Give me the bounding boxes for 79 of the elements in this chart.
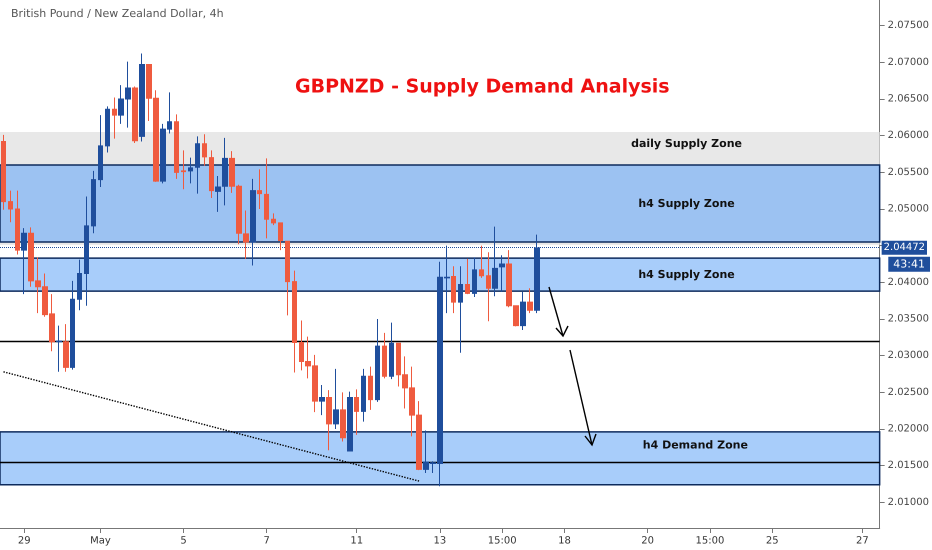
y-tick-label: 2.06000 [888,130,930,142]
candlestick [8,190,13,223]
candlestick [139,53,145,142]
candlestick [264,158,269,239]
candlestick [243,210,249,260]
x-tick-label: 5 [180,536,187,546]
candlestick [56,325,62,372]
candlestick [174,114,179,180]
candlestick [132,86,138,144]
candlestick [389,322,394,380]
y-tick-label: 2.06500 [888,94,930,104]
candlestick [91,170,96,234]
x-tick-label: 15:00 [696,536,724,546]
y-tick-label: 2.02000 [888,424,930,434]
candlestick [202,134,207,166]
candlestick [479,245,484,278]
candlestick [1,134,6,210]
x-tick-label: 13 [433,536,446,546]
candlestick [520,291,526,330]
x-tick-label: May [90,536,111,546]
band-label: daily Supply Zone [631,136,742,150]
band-label: h4 Demand Zone [642,438,748,452]
candlestick [375,318,380,402]
candlestick [347,391,353,452]
candlestick [458,266,463,354]
text: 43:41 [893,258,926,271]
y-tick-label: 2.07500 [888,20,930,32]
candlestick [278,222,283,251]
x-tick-label: 20 [641,536,654,546]
candlestick [98,114,103,188]
candlestick [209,150,214,198]
y-tick-label: 2.05000 [888,204,930,214]
x-tick-label: 15:00 [488,536,517,546]
candlestick [361,368,366,422]
x-tick-label: 25 [766,536,779,546]
x-tick-label: 7 [263,536,270,546]
candlestick [271,212,276,226]
candlestick [292,270,297,374]
candlestick [70,280,75,370]
candlestick [326,390,332,451]
candlestick [382,332,387,379]
x-tick-label: 11 [350,536,364,546]
candlestick [188,157,193,184]
candlestick [195,136,200,194]
x-tick-label: 27 [856,536,869,546]
candlestick [181,150,186,190]
candlestick [499,254,505,292]
candlestick [105,106,110,154]
candlestick [77,259,82,311]
candlestick [486,252,491,322]
y-tick-label: 2.05500 [888,166,930,178]
y-tick-label: 2.02500 [888,386,930,398]
y-tick-label: 2.07000 [888,56,930,68]
candlestick [472,256,477,298]
y-tick-label: 2.03500 [888,314,930,324]
candlestick [319,384,325,416]
text: British Pound / New Zealand Dollar, 4h [11,7,224,20]
candlestick [112,97,117,140]
candlestick [285,240,290,316]
candlestick [257,168,262,210]
candlestick [333,368,339,430]
x-tick-label: 29 [18,536,31,546]
band-label: h4 Supply Zone [638,268,735,282]
candlestick [340,392,346,442]
x-tick-label: 18 [558,536,571,546]
candlestick [354,388,359,436]
y-tick-label: 2.03000 [888,350,930,362]
y-tick-label: 2.01500 [888,460,930,472]
band-label: h4 Supply Zone [638,197,735,210]
candlestick [368,366,373,410]
text: GBPNZD - Supply Demand Analysis [295,76,670,98]
candlestick [527,288,533,314]
candlestick [15,190,20,255]
candlestick [451,266,456,314]
candlestick [63,324,69,372]
candlestick [465,258,470,295]
y-tick-label: 2.04000 [888,276,930,288]
ref-line-label: 2.04472 [884,242,926,254]
y-tick-label: 2.01000 [888,496,930,508]
